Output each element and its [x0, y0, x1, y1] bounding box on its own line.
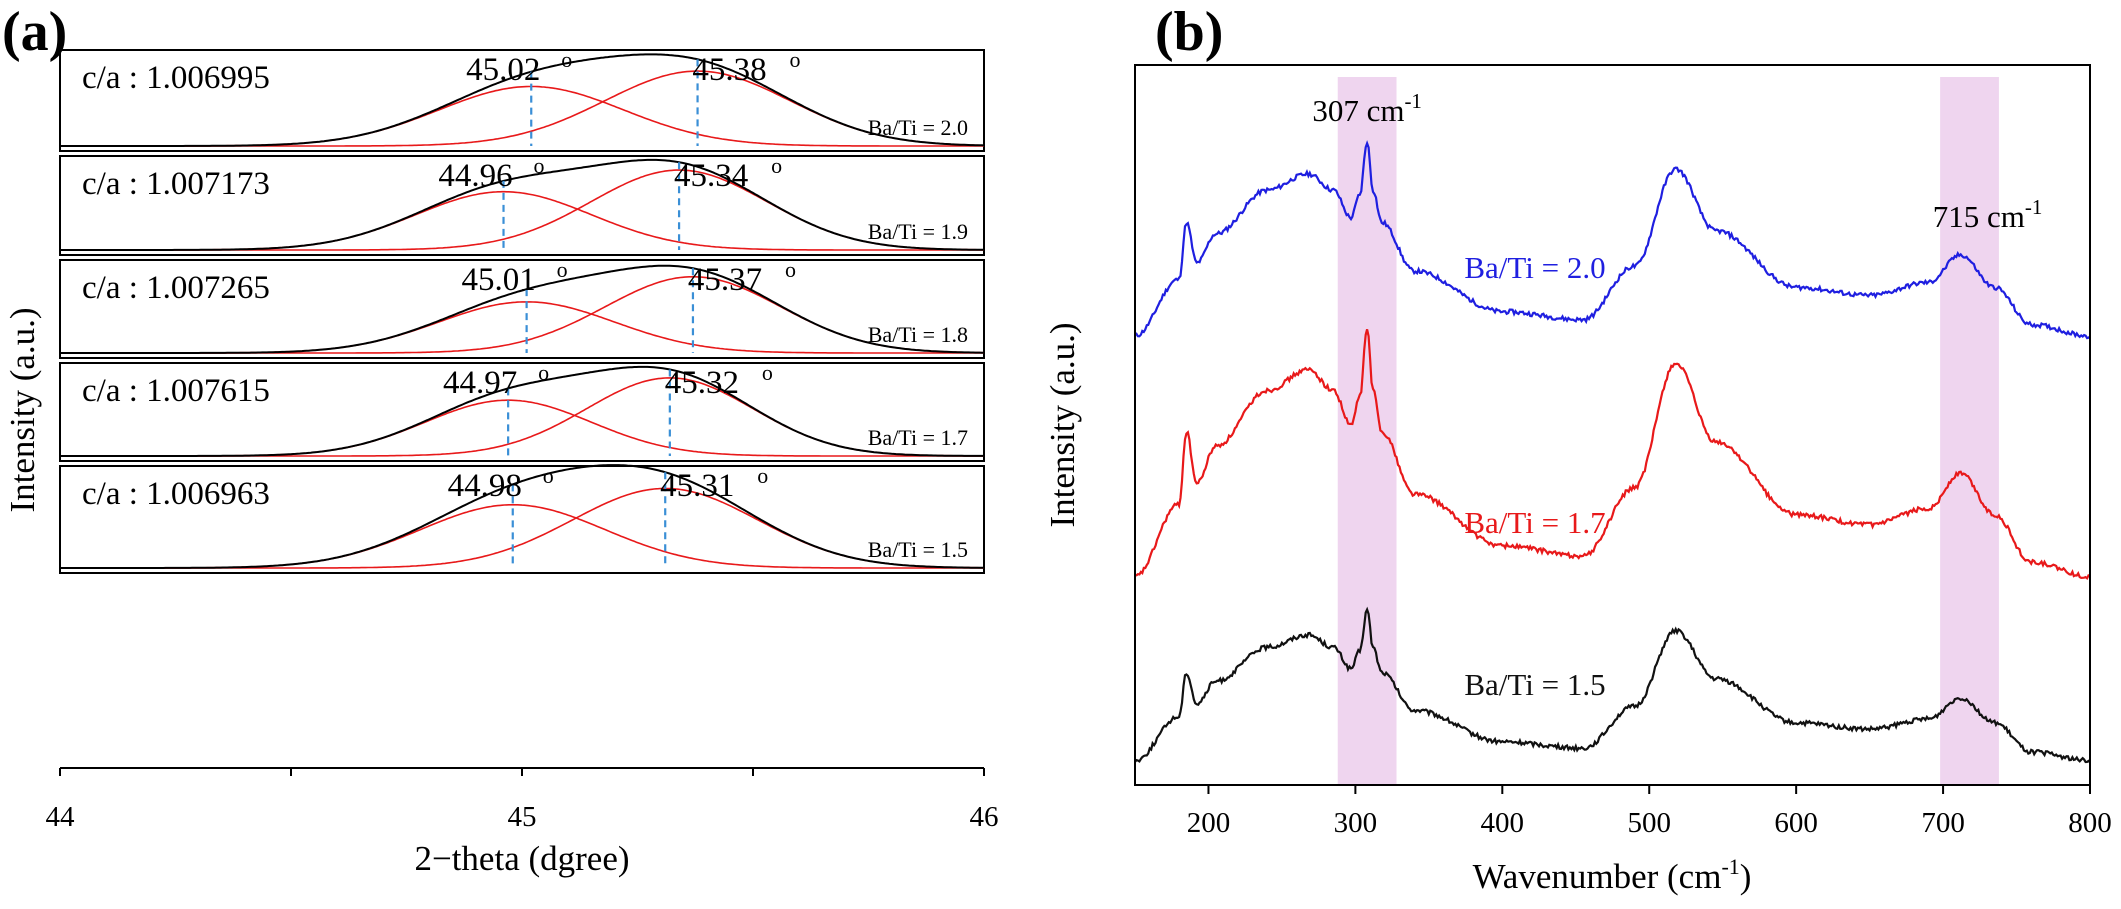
ca-label-2: c/a : 1.007265 — [82, 270, 270, 306]
degree-label-1-2: o — [557, 257, 568, 282]
ratio-label-0: Ba/Ti = 2.0 — [868, 115, 968, 140]
y-axis-title-a: Intensity (a.u.) — [3, 307, 42, 512]
band-label-main-0: 307 cm — [1312, 93, 1404, 128]
fit-component-1-2 — [60, 301, 984, 354]
panel-label-b: (b) — [1155, 1, 1223, 63]
ratio-label-3: Ba/Ti = 1.7 — [868, 425, 968, 450]
highlight-band-0 — [1337, 77, 1397, 785]
fit-total-3 — [60, 365, 984, 457]
x-tick-label-b-6: 800 — [2068, 807, 2112, 839]
peak-label-1-4: 44.98 — [448, 468, 522, 504]
x-tick-label-b-1: 300 — [1334, 807, 1378, 839]
band-label-0: 307 cm-1 — [1312, 89, 1422, 128]
fit-total-4 — [60, 464, 984, 569]
ca-label-4: c/a : 1.006963 — [82, 476, 270, 512]
peak-label-2-1: 45.34 — [674, 158, 748, 194]
fit-total-1 — [60, 158, 984, 251]
x-tick-label-a-46: 46 — [970, 801, 999, 833]
highlight-band-1 — [1940, 77, 1999, 785]
ca-label-3: c/a : 1.007615 — [82, 373, 270, 409]
panel-a: c/a : 1.006995 45.02 o 45.38 o Ba/Ti = 2.0 c/a… — [59, 47, 985, 776]
x-tick-label-b-3: 500 — [1627, 807, 1671, 839]
subplot-frame-1 — [59, 155, 985, 256]
degree-label-1-3: o — [538, 360, 549, 385]
x-tick-label-a-45: 45 — [508, 801, 537, 833]
degree-label-1-0: o — [561, 47, 572, 72]
fit-total-2 — [60, 264, 984, 354]
subplot-frame-2 — [59, 259, 985, 359]
fit-total-0 — [60, 53, 985, 147]
degree-label-1-1: o — [534, 153, 545, 178]
panel-label-a: (a) — [2, 1, 67, 63]
ratio-label-1: Ba/Ti = 1.9 — [868, 219, 968, 244]
band-label-sup-1: -1 — [2025, 195, 2043, 219]
peak-label-2-4: 45.31 — [660, 468, 734, 504]
x-axis-title-b: Wavenumber (cm-1) — [1473, 854, 1752, 896]
fit-component-1-4 — [60, 504, 984, 569]
x-tick-label-b-0: 200 — [1187, 807, 1231, 839]
x-axis-title-b-main: Wavenumber (cm — [1473, 857, 1722, 896]
x-axis-title-b-end: ) — [1740, 857, 1752, 896]
spectrum-label-0: Ba/Ti = 2.0 — [1464, 250, 1605, 285]
subplot-frame-4 — [59, 465, 985, 574]
degree-label-2-2: o — [785, 257, 796, 282]
ratio-label-2: Ba/Ti = 1.8 — [868, 322, 968, 347]
plot-frame-b — [1134, 64, 2091, 786]
spectrum-line-1 — [1134, 329, 2091, 581]
ca-label-1: c/a : 1.007173 — [82, 166, 270, 202]
x-tick-label-b-4: 600 — [1774, 807, 1818, 839]
x-axis-title-b-sup: -1 — [1721, 854, 1739, 879]
y-axis-title-b: Intensity (a.u.) — [1043, 322, 1082, 527]
peak-label-1-0: 45.02 — [466, 52, 540, 88]
band-label-sup-0: -1 — [1404, 89, 1422, 113]
peak-label-1-1: 44.96 — [438, 158, 512, 194]
degree-label-1-4: o — [543, 463, 554, 488]
degree-label-2-3: o — [762, 360, 773, 385]
x-tick-label-a-44: 44 — [46, 801, 76, 833]
spectrum-line-0 — [1134, 140, 2091, 340]
x-tick-label-b-5: 700 — [1921, 807, 1965, 839]
subplot-frame-3 — [59, 362, 985, 462]
degree-label-2-0: o — [790, 47, 801, 72]
x-axis-title-a: 2−theta (dgree) — [414, 839, 629, 878]
ratio-label-4: Ba/Ti = 1.5 — [868, 537, 968, 562]
band-label-1: 715 cm-1 — [1933, 195, 2043, 234]
degree-label-2-1: o — [771, 153, 782, 178]
peak-label-1-3: 44.97 — [443, 365, 517, 401]
spectrum-line-2 — [1134, 606, 2091, 764]
peak-label-1-2: 45.01 — [461, 262, 535, 298]
peak-label-2-3: 45.32 — [665, 365, 739, 401]
peak-label-2-0: 45.38 — [692, 52, 766, 88]
band-label-main-1: 715 cm — [1933, 199, 2025, 234]
spectrum-label-2: Ba/Ti = 1.5 — [1464, 667, 1605, 702]
peak-label-2-2: 45.37 — [688, 262, 762, 298]
x-tick-label-b-2: 400 — [1481, 807, 1525, 839]
subplot-frame-0 — [59, 49, 985, 152]
spectrum-label-1: Ba/Ti = 1.7 — [1464, 505, 1605, 540]
ca-label-0: c/a : 1.006995 — [82, 60, 270, 96]
degree-label-2-4: o — [757, 463, 768, 488]
